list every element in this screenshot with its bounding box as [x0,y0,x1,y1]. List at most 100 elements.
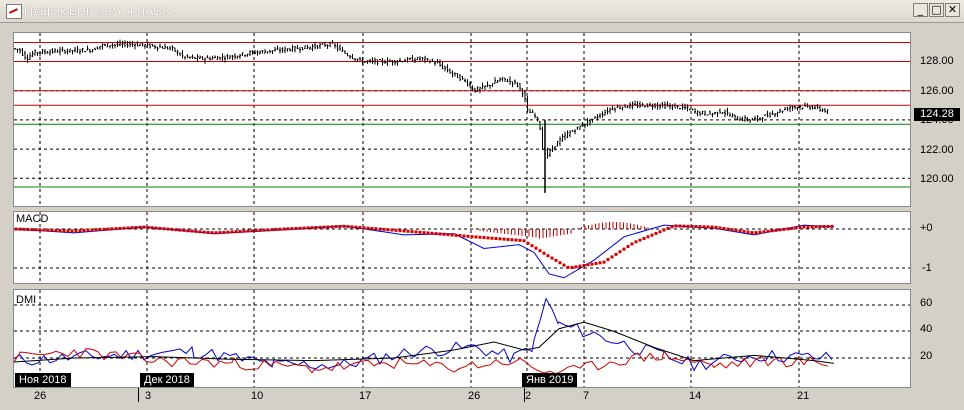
macd-signal-dot [526,241,530,245]
date-tick: 17 [359,390,372,402]
date-tick: 21 [797,390,810,402]
macd-signal-dot [230,230,234,234]
macd-signal-dot [282,227,286,231]
macd-signal-dot [330,225,334,229]
macd-signal-dot [302,226,306,230]
macd-signal-dot [238,229,242,233]
macd-signal-dot [458,234,462,238]
macd-signal-dot [490,236,494,240]
macd-signal-dot [466,234,470,238]
date-tick: 7 [583,390,590,402]
macd-signal-dot [438,232,442,236]
macd-signal-dot [190,229,194,233]
date-tick: 14 [689,390,702,402]
macd-signal-dot [766,229,770,233]
macd-signal-dot [354,225,358,229]
macd-signal-dot [66,229,70,233]
macd-signal-dot [326,225,330,229]
macd-signal-dot [106,227,110,231]
macd-signal-dot [414,230,418,234]
macd-signal-dot [462,234,466,238]
macd-signal-dot [586,263,590,267]
macd-signal-dot [246,229,250,233]
macd-signal-dot [602,260,606,264]
maximize-button[interactable]: □ [929,3,944,17]
macd-signal-dot [550,256,554,260]
macd-signal-dot [166,227,170,231]
macd-signal-dot [250,229,254,233]
macd-signal-dot [714,225,718,229]
macd-signal-dot [110,227,114,231]
price-chart-pane[interactable] [13,32,911,207]
macd-signal-dot [162,227,166,231]
macd-signal-dot [258,228,262,232]
macd-signal-dot [174,228,178,232]
dmi-pane[interactable]: DMI [13,289,911,388]
macd-tick-zero: +0 [920,222,933,234]
macd-signal-dot [154,226,158,230]
macd-signal-dot [486,236,490,240]
date-axis: 26 3 10 17 26 2 7 14 21 [13,388,911,410]
macd-signal-dot [226,230,230,234]
macd-signal-dot [346,225,350,229]
macd-signal-dot [334,225,338,229]
macd-signal-dot [786,227,790,231]
macd-signal-dot [442,232,446,236]
macd-signal-dot [770,229,774,233]
macd-signal-dot [202,230,206,234]
macd-chart [14,212,910,283]
macd-signal-dot [274,227,278,231]
macd-signal-dot [694,225,698,229]
macd-signal-dot [350,225,354,229]
macd-signal-dot [594,261,598,265]
macd-pane[interactable]: MACD [13,211,911,284]
macd-signal-dot [34,228,38,232]
macd-signal-dot [298,226,302,230]
macd-signal-dot [674,224,678,228]
macd-signal-dot [410,230,414,234]
macd-signal-dot [278,227,282,231]
macd-signal-dot [86,228,90,232]
macd-signal-dot [378,227,382,231]
macd-signal-dot [26,227,30,231]
macd-signal-dot [338,224,342,228]
macd-signal-dot [222,230,226,234]
window-titlebar: График EUR /JPY 4 ЧАСА _ □ ✕ [0,0,964,23]
macd-signal-dot [318,225,322,229]
macd-signal-dot [558,261,562,265]
macd-signal-dot [606,258,610,262]
macd-signal-dot [514,238,518,242]
close-button[interactable]: ✕ [945,3,960,17]
macd-signal-dot [342,224,346,228]
date-tick: 2 [525,390,532,402]
macd-signal-dot [570,265,574,269]
macd-signal-dot [206,230,210,234]
macd-signal-dot [494,237,498,241]
date-tick: 10 [251,390,264,402]
price-tick-120: 120.00 [920,173,954,185]
dmi-minus-line [14,348,829,375]
macd-signal-dot [138,225,142,229]
macd-signal-dot [398,229,402,233]
current-price-tag: 124.28 [914,108,960,121]
chart-window-icon [6,4,22,19]
macd-signal-dot [374,227,378,231]
minimize-button[interactable]: _ [913,3,928,17]
macd-signal-dot [254,229,258,233]
macd-signal-dot [134,225,138,229]
dmi-plus-line [14,297,833,372]
macd-signal-dot [218,231,222,235]
macd-signal-dot [142,225,146,229]
macd-signal-dot [810,225,814,229]
macd-signal-dot [658,230,662,234]
macd-signal-dot [210,231,214,235]
macd-signal-dot [78,229,82,233]
macd-signal-dot [38,228,42,232]
date-tick: 26 [34,390,47,402]
macd-signal-dot [502,237,506,241]
macd-signal-dot [434,232,438,236]
macd-signal-dot [426,231,430,235]
macd-signal-dot [802,225,806,229]
macd-signal-dot [194,229,198,233]
macd-signal-dot [186,229,190,233]
